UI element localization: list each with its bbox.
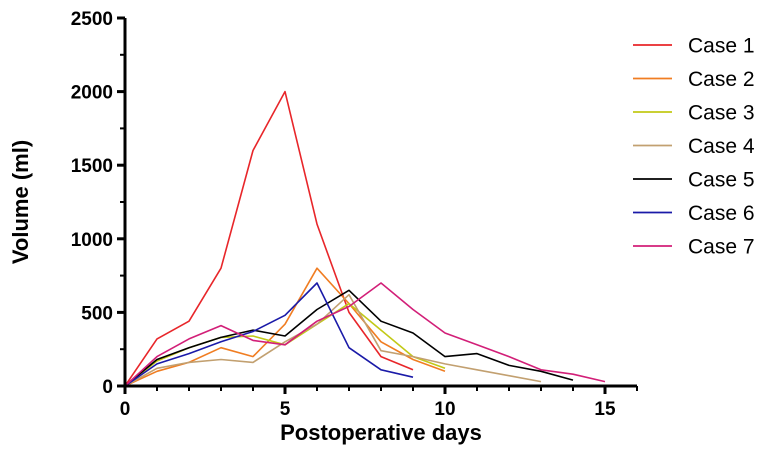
legend-label-case-7: Case 7: [688, 236, 755, 259]
axes: 0 5 10 15 0 500 1000 1500 2000 2500: [71, 9, 638, 420]
y-tick-label-0: 0: [102, 377, 113, 398]
x-axis-title: Postoperative days: [280, 420, 482, 445]
series-line-case-5: [124, 289, 574, 387]
y-tick-label-1000: 1000: [71, 230, 113, 251]
series-line-case-1: [124, 90, 414, 387]
x-tick-label-15: 15: [594, 399, 616, 420]
legend-label-case-2: Case 2: [688, 68, 755, 91]
legend-label-case-3: Case 3: [688, 102, 755, 125]
x-tick-label-0: 0: [120, 399, 131, 420]
y-tick-label-2000: 2000: [71, 83, 113, 104]
series-line-case-7: [124, 282, 606, 387]
legend-label-case-6: Case 6: [688, 202, 755, 225]
y-tick-label-1500: 1500: [71, 156, 113, 177]
series-line-case-4: [124, 293, 542, 387]
legend-label-case-1: Case 1: [688, 35, 755, 58]
plot-lines: [124, 90, 606, 387]
series-line-case-2: [124, 267, 446, 387]
legend-label-case-4: Case 4: [688, 135, 755, 158]
y-tick-label-500: 500: [81, 303, 113, 324]
x-tick-label-10: 10: [434, 399, 455, 420]
y-axis-title: Volume (ml): [8, 140, 33, 264]
legend-label-case-5: Case 5: [688, 169, 755, 192]
legend: Case 1 Case 2 Case 3 Case 4 Case 5 Case 6 Case…: [633, 35, 755, 259]
x-tick-label-5: 5: [280, 399, 291, 420]
series-line-case-6: [124, 282, 414, 387]
y-tick-label-2500: 2500: [71, 9, 113, 30]
